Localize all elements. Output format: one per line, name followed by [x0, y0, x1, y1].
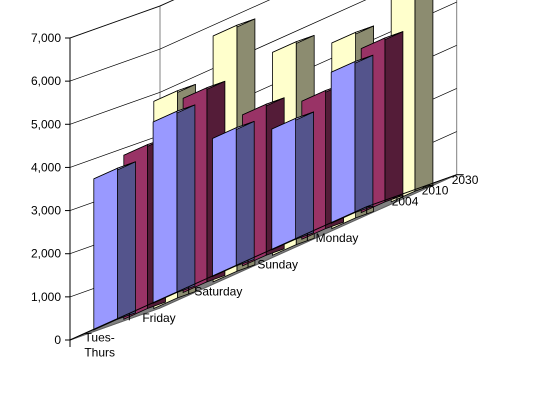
x-tick-label: Saturday [194, 284, 242, 298]
bar-side [117, 161, 136, 320]
x-tick-label: Friday [142, 311, 175, 325]
x-tick-label: Thurs [84, 346, 115, 360]
x-tick-label: Sunday [257, 258, 298, 272]
bar-side [354, 54, 374, 214]
y-tick-label: 6,000 [31, 74, 61, 88]
y-tick-label: 0 [54, 333, 61, 347]
y-tick-label: 5,000 [31, 117, 61, 131]
depth-axis-line [366, 174, 457, 208]
bar [152, 110, 178, 304]
gridline [69, 0, 367, 125]
y-tick-label: 7,000 [31, 31, 61, 45]
bar-side [414, 0, 434, 192]
depth-tick-label: 2030 [452, 173, 479, 187]
y-tick-label: 1,000 [31, 290, 61, 304]
depth-tick-label: 2004 [392, 194, 419, 208]
gridline [69, 0, 175, 39]
bar [330, 60, 356, 224]
gridline [69, 0, 271, 82]
bar [271, 117, 297, 251]
depth-tick-label: 2010 [422, 184, 449, 198]
y-tick-label: 2,000 [31, 247, 61, 261]
bar-side [176, 104, 196, 294]
bar-side [235, 120, 255, 267]
x-axis-line [69, 206, 367, 341]
y-tick-label: 4,000 [31, 160, 61, 174]
bar-side [384, 31, 404, 203]
x-tick-label: Tues- [85, 331, 115, 345]
bar [212, 127, 237, 278]
bar [93, 167, 118, 331]
y-tick-label: 3,000 [31, 204, 61, 218]
bar-side [295, 111, 315, 240]
x-tick-label: Monday [316, 231, 359, 245]
